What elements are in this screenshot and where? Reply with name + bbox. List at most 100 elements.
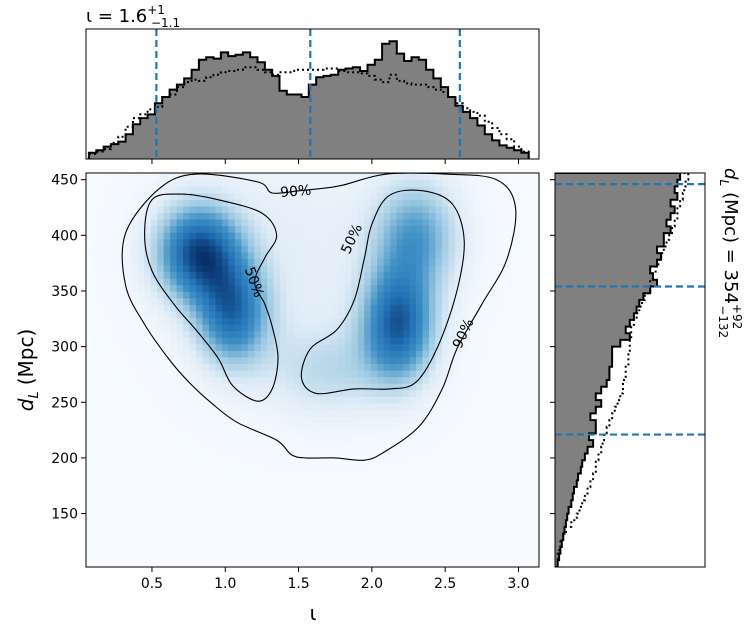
heatmap-cell (280, 179, 288, 187)
heatmap-cell (454, 370, 462, 378)
heatmap-cell (208, 521, 217, 529)
heatmap-cell (241, 409, 249, 417)
heatmap-cell (137, 429, 145, 437)
heatmap-cell (293, 501, 301, 509)
heatmap-cell (98, 218, 107, 227)
heatmap-cell (137, 527, 145, 535)
heatmap-cell (150, 363, 158, 371)
heatmap-cell (176, 330, 184, 338)
heatmap-cell (532, 192, 539, 200)
heatmap-cell (519, 514, 527, 522)
heatmap-cell (137, 370, 145, 378)
heatmap-cell (234, 494, 242, 502)
heatmap-cell (293, 370, 301, 378)
heatmap-cell (150, 534, 158, 542)
heatmap-cell (111, 225, 119, 233)
heatmap-cell (163, 494, 171, 502)
heatmap-cell (338, 317, 346, 325)
heatmap-cell (86, 186, 94, 194)
heatmap-cell (441, 521, 449, 529)
heatmap-cell (344, 218, 352, 227)
heatmap-cell (86, 337, 94, 345)
heatmap-cell (331, 527, 339, 535)
heatmap-cell (273, 475, 281, 483)
heatmap-cell (454, 481, 462, 489)
heatmap-cell (500, 402, 508, 410)
heatmap-cell (247, 540, 255, 548)
heatmap-cell (506, 494, 514, 502)
heatmap-cell (428, 540, 437, 548)
heatmap-cell (306, 212, 314, 220)
heatmap-cell (196, 448, 204, 456)
heatmap-cell (170, 310, 178, 319)
main-panel-frame (85, 172, 540, 568)
heatmap-cell (196, 521, 204, 529)
heatmap-cell (409, 481, 417, 489)
heatmap-cell (234, 297, 242, 305)
heatmap-cell (105, 501, 113, 509)
heatmap-cell (98, 501, 107, 509)
heatmap-cell (176, 264, 184, 273)
heatmap-cell (331, 330, 339, 338)
heatmap-cell (428, 212, 437, 220)
heatmap-cell (364, 251, 372, 259)
heatmap-cell (247, 264, 255, 273)
heatmap-cell (351, 192, 359, 200)
heatmap-cell (241, 245, 249, 253)
heatmap-cell (364, 291, 372, 299)
heatmap-cell (500, 527, 508, 535)
heatmap-cell (351, 330, 359, 338)
heatmap-cell (312, 442, 320, 450)
heatmap-cell (454, 468, 462, 476)
heatmap-cell (280, 310, 288, 319)
heatmap-cell (221, 192, 229, 200)
heatmap-cell (221, 212, 229, 220)
heatmap-cell (118, 271, 126, 279)
heatmap-cell (526, 429, 534, 437)
heatmap-cell (98, 422, 107, 430)
heatmap-cell (467, 337, 475, 345)
heatmap-cell (325, 218, 333, 227)
heatmap-cell (409, 284, 417, 292)
heatmap-cell (234, 455, 242, 463)
heatmap-cell (467, 284, 475, 292)
heatmap-cell (299, 461, 307, 470)
heatmap-cell (493, 553, 501, 562)
heatmap-cell (422, 324, 430, 332)
heatmap-cell (318, 442, 327, 450)
heatmap-cell (131, 527, 139, 535)
heatmap-cell (105, 468, 113, 476)
heatmap-cell (318, 258, 327, 266)
heatmap-cell (377, 376, 385, 384)
heatmap-cell (500, 173, 508, 181)
heatmap-cell (338, 258, 346, 266)
heatmap-cell (170, 343, 178, 351)
heatmap-cell (215, 245, 223, 253)
y-tick-label: 450 (51, 173, 78, 189)
heatmap-cell (105, 179, 113, 187)
heatmap-cell (370, 192, 378, 200)
heatmap-cell (513, 409, 521, 417)
heatmap-cell (260, 297, 268, 305)
heatmap-cell (163, 468, 171, 476)
heatmap-cell (403, 448, 411, 456)
heatmap-cell (364, 232, 372, 240)
heatmap-cell (260, 232, 268, 240)
heatmap-cell (403, 324, 411, 332)
heatmap-cell (441, 225, 449, 233)
contour-label: 90% (280, 182, 312, 201)
heatmap-cell (241, 199, 249, 207)
heatmap-cell (377, 415, 385, 424)
heatmap-cell (474, 245, 482, 253)
heatmap-cell (467, 258, 475, 266)
heatmap-cell (487, 429, 495, 437)
heatmap-cell (357, 383, 365, 391)
heatmap-cell (331, 264, 339, 273)
heatmap-cell (254, 363, 262, 371)
heatmap-cell (364, 488, 372, 496)
heatmap-cell (454, 363, 462, 371)
heatmap-cell (144, 291, 152, 299)
heatmap-cell (144, 212, 152, 220)
heatmap-cell (124, 442, 132, 450)
heatmap-cell (163, 514, 171, 522)
